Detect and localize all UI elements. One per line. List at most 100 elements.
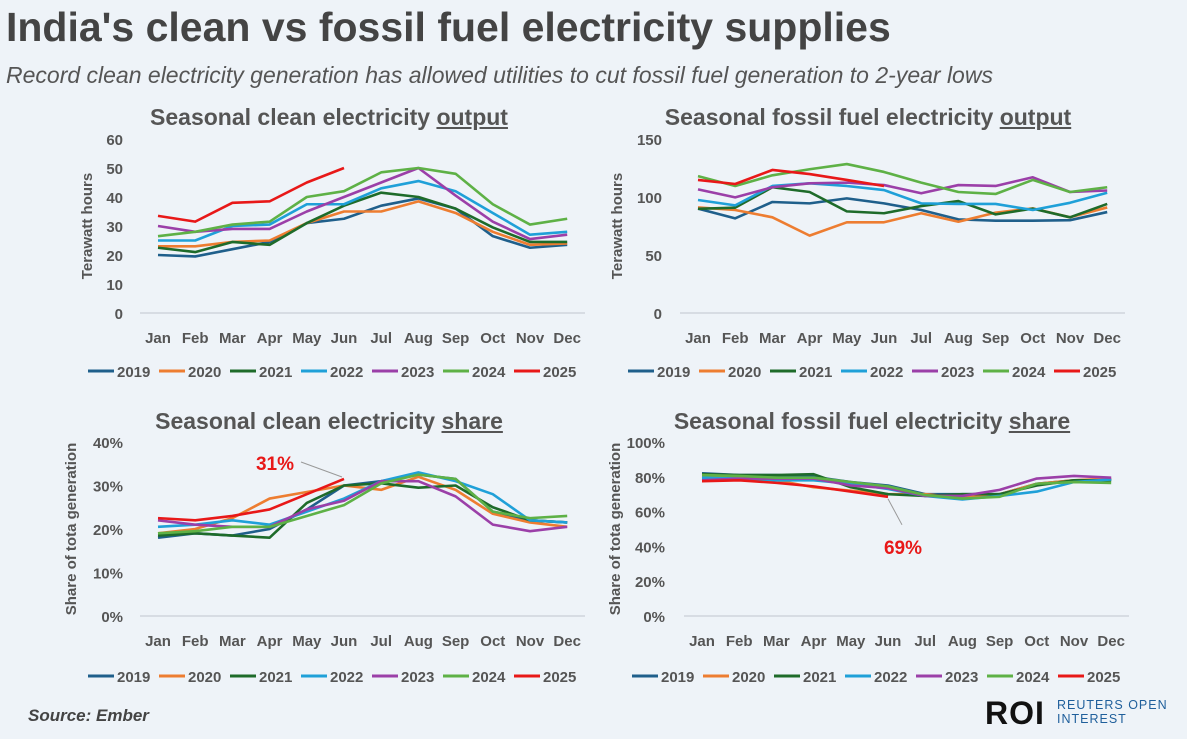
- y-tick-label: 40: [106, 190, 123, 207]
- annotation-label: 31%: [256, 454, 294, 475]
- legend-label: 2021: [799, 364, 832, 381]
- y-tick-label: 40%: [635, 539, 665, 556]
- y-tick-label: 50: [106, 161, 123, 178]
- x-tick-label: Dec: [553, 633, 581, 650]
- x-tick-label: Aug: [944, 330, 973, 347]
- series-line-2023: [697, 175, 1108, 199]
- y-axis-label: Share of tota generation: [63, 443, 80, 616]
- legend-label: 2023: [401, 669, 434, 686]
- y-tick-label: 10%: [93, 566, 123, 583]
- x-tick-label: Sep: [982, 330, 1010, 347]
- x-tick-label: Apr: [257, 330, 283, 347]
- series-line-2025: [697, 168, 885, 188]
- x-tick-label: Mar: [763, 633, 790, 650]
- roi-logo-text: REUTERS OPEN INTEREST: [1057, 698, 1168, 726]
- y-tick-label: 20%: [93, 522, 123, 539]
- series-line-2025: [157, 166, 345, 223]
- legend-label: 2020: [188, 669, 221, 686]
- x-tick-label: Mar: [219, 633, 246, 650]
- x-tick-label: May: [836, 633, 866, 650]
- legend-label: 2019: [117, 364, 150, 381]
- x-tick-label: May: [292, 330, 322, 347]
- x-tick-label: Nov: [516, 633, 545, 650]
- series-line-2025: [701, 478, 889, 499]
- series-line-2024: [157, 473, 568, 535]
- y-tick-label: 100%: [627, 435, 665, 452]
- title-text: Seasonal fossil fuel electricity: [664, 104, 1000, 130]
- x-tick-label: Oct: [480, 330, 505, 347]
- x-tick-label: Mar: [219, 330, 246, 347]
- legend-label: 2019: [657, 364, 690, 381]
- main-title: India's clean vs fossil fuel electricity…: [6, 4, 891, 50]
- legend-label: 2020: [728, 364, 761, 381]
- y-tick-label: 0%: [101, 609, 123, 626]
- panel-title-clean-output: Seasonal clean electricity output: [79, 104, 579, 131]
- x-tick-label: Aug: [948, 633, 977, 650]
- logo-line-1: REUTERS OPEN: [1057, 698, 1168, 712]
- y-tick-label: 150: [637, 132, 662, 149]
- y-tick-label: 20: [106, 248, 123, 265]
- legend-label: 2022: [330, 364, 363, 381]
- x-tick-label: Nov: [516, 330, 545, 347]
- x-tick-label: Feb: [722, 330, 749, 347]
- legend-label: 2023: [945, 669, 978, 686]
- y-tick-label: 0: [115, 306, 123, 323]
- y-tick-label: 100: [637, 190, 662, 207]
- x-tick-label: Jan: [689, 633, 715, 650]
- y-tick-label: 80%: [635, 470, 665, 487]
- panel-title-clean-share: Seasonal clean electricity share: [79, 408, 579, 435]
- y-tick-label: 40%: [93, 435, 123, 452]
- series-line-2024: [701, 473, 1112, 500]
- y-tick-label: 20%: [635, 574, 665, 591]
- subtitle: Record clean electricity generation has …: [6, 62, 993, 88]
- x-tick-label: Jun: [331, 633, 358, 650]
- x-tick-label: Feb: [182, 330, 209, 347]
- x-tick-label: Jul: [914, 633, 936, 650]
- x-tick-label: Aug: [404, 633, 433, 650]
- legend-label: 2022: [870, 364, 903, 381]
- y-tick-label: 60: [106, 132, 123, 149]
- legend-label: 2025: [1083, 364, 1116, 381]
- x-tick-label: Jan: [145, 330, 171, 347]
- x-tick-label: Mar: [759, 330, 786, 347]
- title-text: Seasonal fossil fuel electricity: [673, 408, 1009, 434]
- x-tick-label: Jun: [875, 633, 902, 650]
- y-tick-label: 30%: [93, 479, 123, 496]
- panel-title-fossil-share: Seasonal fossil fuel electricity share: [622, 408, 1122, 435]
- x-tick-label: Sep: [442, 633, 470, 650]
- y-axis-label: Terawatt hours: [609, 173, 626, 279]
- roi-logo: ROI: [985, 695, 1045, 731]
- annotation-leader: [887, 498, 903, 526]
- x-tick-label: Sep: [986, 633, 1014, 650]
- x-tick-label: Nov: [1060, 633, 1089, 650]
- title-emphasis: share: [1008, 408, 1071, 434]
- annotation-label: 69%: [884, 538, 922, 559]
- series-line-2021: [157, 191, 568, 254]
- legend-label: 2024: [472, 669, 506, 686]
- legend-label: 2025: [1087, 669, 1120, 686]
- legend-label: 2024: [1012, 364, 1046, 381]
- series-line-2019: [697, 197, 1108, 222]
- series-line-2023: [157, 166, 568, 241]
- panel-title-fossil-output: Seasonal fossil fuel electricity output: [618, 104, 1118, 131]
- title-emphasis: share: [441, 408, 503, 434]
- x-tick-label: Jan: [145, 633, 171, 650]
- legend-label: 2021: [259, 669, 292, 686]
- series-line-2021: [157, 482, 568, 540]
- y-tick-label: 60%: [635, 505, 665, 522]
- x-tick-label: Jan: [685, 330, 711, 347]
- x-tick-label: Oct: [480, 633, 505, 650]
- y-tick-label: 50: [645, 248, 662, 265]
- y-tick-label: 0%: [643, 609, 665, 626]
- title-emphasis: output: [436, 104, 508, 130]
- legend-label: 2024: [1016, 669, 1050, 686]
- legend-label: 2019: [661, 669, 694, 686]
- legend-label: 2025: [543, 364, 576, 381]
- annotation-leader: [300, 461, 343, 478]
- x-tick-label: Feb: [726, 633, 753, 650]
- x-tick-label: Nov: [1056, 330, 1085, 347]
- x-tick-label: Oct: [1020, 330, 1045, 347]
- legend-label: 2023: [941, 364, 974, 381]
